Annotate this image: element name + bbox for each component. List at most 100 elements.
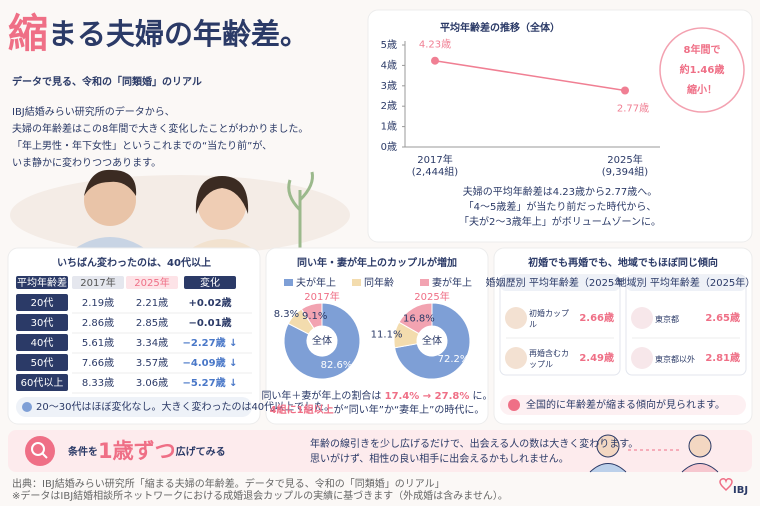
pie-center: 全体	[422, 334, 442, 347]
pie-slice	[283, 302, 361, 380]
table-header: 2025年	[134, 276, 169, 289]
chart-note: 夫婦の平均年齢差は4.23歳から2.77歳へ。	[463, 185, 658, 198]
y-tick-label: 3歳	[381, 80, 397, 92]
point	[621, 86, 629, 95]
trend-value: 2.49歳	[579, 351, 614, 364]
section-title: 初婚でも再婚でも、地域でもほぼ同じ傾向	[528, 256, 718, 269]
y-tick-label: 5歳	[381, 39, 397, 51]
trend-box-title: 婚姻歴別 平均年齢差（2025年）	[486, 276, 635, 289]
trend-label: 初婚カップル	[529, 309, 569, 329]
banner-title: 条件を1歳ずつ広げてみる	[67, 439, 226, 463]
search-handle	[41, 452, 48, 459]
intro-line: いま静かに変わりつつあります。	[12, 156, 161, 169]
trend-icon	[631, 307, 653, 329]
note-part: に。	[469, 390, 492, 402]
value-label: 9.1%	[302, 311, 327, 322]
table-header: 2017年	[80, 276, 115, 289]
couple-illustration	[589, 434, 719, 473]
banner-text: 年齢の線引きを少し広げるだけで、出会える人の数は大きく変わります。	[310, 437, 638, 450]
trend-label-box: 再婚含むカップル	[529, 349, 569, 369]
trend-box-title: 地域別 平均年齢差（2025年）	[617, 276, 756, 289]
table-cell: −4.09歳 ↓	[183, 356, 238, 369]
chart-title: 平均年齢差の推移（全体）	[440, 21, 560, 34]
title-rest: まる夫婦の年齢差。	[48, 17, 309, 51]
note-part: 17.4% → 27.8%	[385, 391, 470, 402]
table-cell: 3.34歳	[136, 337, 168, 349]
banner-pre: 条件を	[67, 445, 98, 458]
trend-value: 2.81歳	[705, 351, 740, 364]
value-label: 8.3%	[274, 309, 299, 320]
y-tick-label: 2歳	[381, 100, 397, 112]
table-header: 平均年齢差	[17, 276, 67, 289]
table-row-head	[16, 374, 68, 391]
trend-value: 2.65歳	[705, 311, 740, 324]
note-part: が“同い年”か“妻年上”の時代に。	[334, 403, 485, 416]
legend-label: 同年齢	[364, 276, 394, 289]
value-label: 4.23歳	[419, 39, 451, 51]
pie-slice	[398, 302, 433, 335]
y-tick-label: 4歳	[381, 59, 397, 71]
y-tick-label: 1歳	[381, 121, 397, 133]
intro-line: 夫婦の年齢差はこの8年間で大きく変化したことがわかりました。	[12, 122, 308, 135]
value-label: 82.6%	[321, 360, 353, 371]
legend-label: 夫が年上	[296, 276, 336, 289]
table-cell: 5.61歳	[82, 337, 114, 349]
table-row-head	[16, 314, 68, 331]
banner-post: 広げてみる	[176, 445, 226, 458]
callout	[659, 27, 745, 113]
table-cell: 8.33歳	[82, 377, 114, 389]
trend-label: 東京都	[655, 314, 679, 324]
table-header: 変化	[200, 276, 220, 289]
trend-label: 東京都以外	[655, 354, 695, 364]
trend-label-box: 初婚カップル	[529, 309, 569, 329]
table-cell: 40代	[31, 337, 54, 349]
table-cell: 60代以上	[21, 377, 64, 389]
callout-text: 約1.46歳	[680, 63, 725, 76]
table-row-head	[16, 294, 68, 311]
table-cell: 2.85歳	[136, 317, 168, 329]
line	[434, 59, 626, 92]
x-tick-label: 2025年	[607, 153, 642, 166]
title: 縮まる夫婦の年齢差。	[8, 11, 309, 57]
table-card	[7, 247, 261, 425]
point	[431, 56, 439, 65]
table-cell: 3.57歳	[136, 357, 168, 369]
intro-line: 「年上男性・年下女性」というこれまでの“当たり前”が、	[12, 139, 272, 152]
logo: IBJ	[733, 485, 748, 496]
table-cell: 20代	[31, 297, 54, 309]
pie-slice	[394, 302, 471, 380]
table-title: いちばん変わったのは、40代以上	[57, 256, 211, 269]
table-header-cell	[16, 276, 68, 289]
legend-swatch	[352, 279, 361, 286]
banner-highlight: 1歳ずつ	[98, 439, 176, 463]
title-lead: 縮	[8, 11, 48, 57]
pie-slice	[300, 302, 323, 330]
table-cell: 2.86歳	[82, 317, 114, 329]
x-tick-label: 2017年	[417, 153, 452, 166]
table-cell: 7.66歳	[82, 357, 114, 369]
legend-label: 妻が年上	[432, 276, 472, 289]
table-cell: 3.06歳	[136, 377, 168, 389]
check-icon	[508, 399, 520, 411]
trend-box-head	[500, 275, 620, 291]
legend-swatch	[284, 279, 293, 286]
value-label: 72.2%	[438, 354, 470, 365]
pie-note: 4組に1組以上が“同い年”か“妻年上”の時代に。	[270, 403, 485, 416]
trend-icon	[505, 307, 527, 329]
table-cell: 30代	[31, 317, 54, 329]
callout-text: 8年間で	[684, 43, 721, 56]
pie-center: 全体	[312, 334, 332, 347]
series-label: 2017年	[304, 290, 339, 303]
logo-heart	[719, 478, 733, 492]
table-cell: 2.21歳	[136, 297, 168, 309]
pie-note: 同い年＋妻が年上の割合は 17.4% → 27.8% に。	[261, 389, 492, 402]
trend-label: 再婚含むカップル	[529, 349, 569, 369]
note-part: 同い年＋妻が年上の割合は	[261, 389, 384, 402]
table-note: 20～30代はほぼ変化なし。大きく変わったのは40代以上でした。	[36, 400, 334, 413]
y-tick-label: 0歳	[381, 141, 397, 153]
table-header-cell	[126, 276, 178, 289]
table-cell: −0.01歳	[188, 316, 231, 329]
banner	[8, 430, 752, 472]
value-label: 16.8%	[403, 314, 435, 325]
